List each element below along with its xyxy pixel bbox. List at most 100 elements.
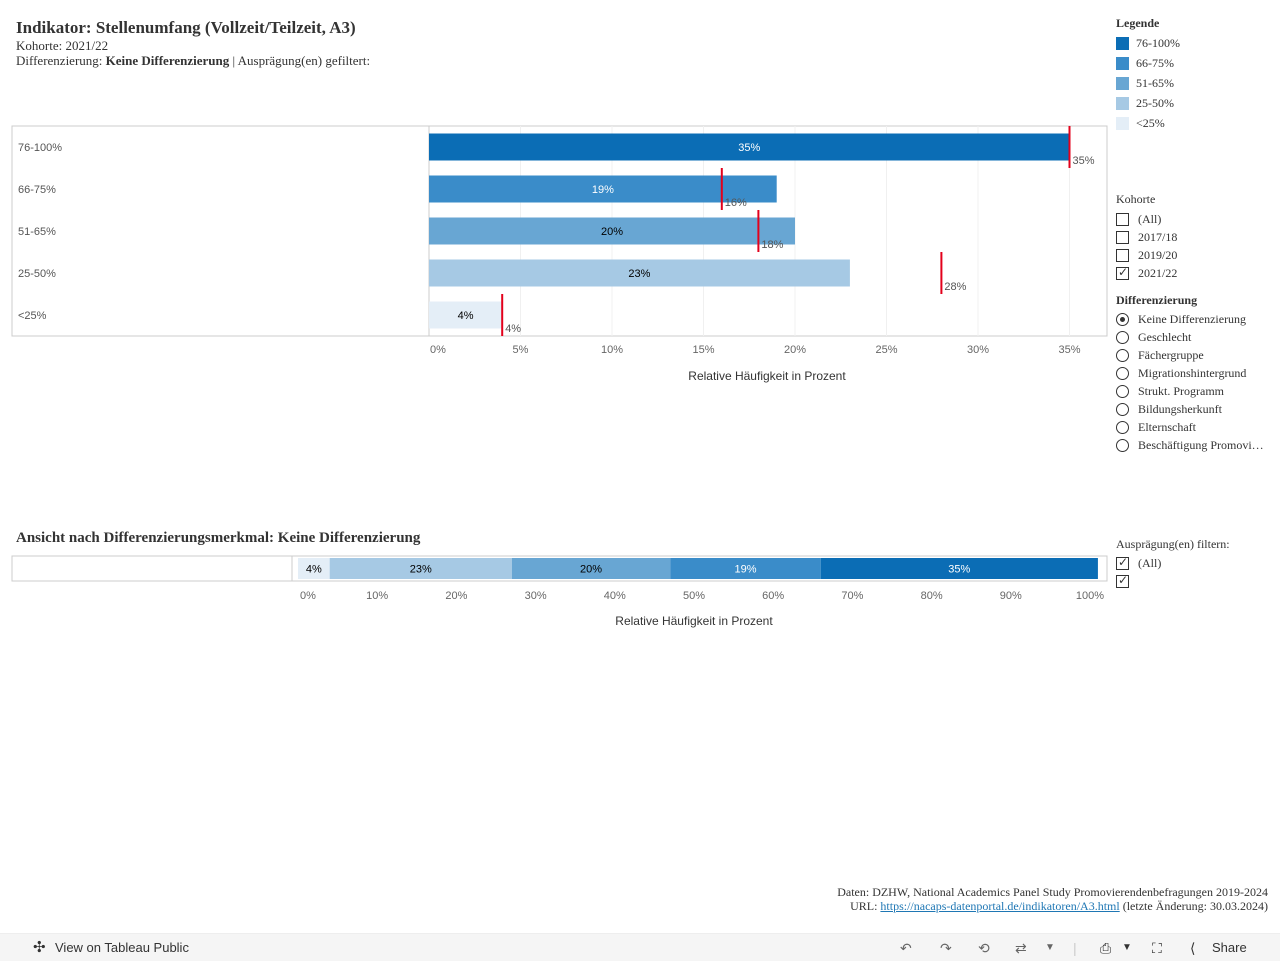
legend-item[interactable]: 66-75%	[1116, 53, 1276, 73]
segment-value-label: 19%	[734, 564, 756, 576]
fullscreen-icon[interactable]: ⛶	[1152, 940, 1162, 956]
share-icon[interactable]: ⟨	[1190, 940, 1196, 956]
checkbox[interactable]	[1116, 573, 1129, 588]
segment-value-label: 20%	[580, 564, 602, 576]
legend-swatch	[1116, 56, 1129, 70]
main-bar-chart[interactable]: 76-100% 35% 35% 66-75% 19% 16% 51-65% 20% 18% 25-…	[0, 110, 1110, 390]
stacked-segment[interactable]	[329, 558, 512, 579]
category-label: 66-75%	[18, 184, 56, 196]
url-line: URL: https://nacaps-datenportal.de/indik…	[850, 899, 1268, 914]
legend-item[interactable]: 51-65%	[1116, 73, 1276, 93]
kohorte-option[interactable]: 2021/22	[1116, 264, 1276, 282]
differenzierung-option[interactable]: Geschlecht	[1116, 328, 1266, 346]
revert-icon[interactable]: ⟲	[978, 940, 990, 956]
checkbox[interactable]	[1116, 212, 1129, 226]
radio-button[interactable]	[1116, 402, 1129, 416]
indicator-link[interactable]: https://nacaps-datenportal.de/indikatore…	[880, 899, 1120, 913]
option-label: 2021/22	[1138, 265, 1178, 280]
kohorte-option[interactable]: 2019/20	[1116, 246, 1276, 264]
x-tick-label: 0%	[430, 344, 446, 356]
x-tick-label: 70%	[841, 590, 863, 602]
radio-button[interactable]	[1116, 384, 1129, 398]
checkbox[interactable]	[1116, 555, 1129, 570]
reference-label: 18%	[761, 239, 783, 251]
bar-value-label: 19%	[592, 184, 614, 196]
differenzierung-option[interactable]: Fächergruppe	[1116, 346, 1266, 364]
stacked-segment[interactable]	[511, 558, 671, 579]
x-tick-label: 15%	[692, 344, 714, 356]
radio-button[interactable]	[1116, 348, 1129, 362]
stacked-segment[interactable]	[820, 558, 1098, 579]
undo-icon[interactable]: ↶	[900, 940, 912, 956]
bar[interactable]	[429, 259, 850, 287]
bar[interactable]	[429, 217, 795, 245]
redo-icon[interactable]: ↷	[940, 940, 952, 956]
x-tick-label: 80%	[921, 590, 943, 602]
differenzierung-subtitle: Differenzierung: Keine Differenzierung |…	[16, 53, 370, 69]
differenzierung-option[interactable]: Bildungsherkunft	[1116, 400, 1266, 418]
auspraegung-option[interactable]: (All)	[1116, 554, 1276, 572]
reference-label: 35%	[1073, 155, 1095, 167]
bar[interactable]	[429, 133, 1070, 161]
option-label: 2019/20	[1138, 247, 1178, 262]
checkbox[interactable]	[1116, 230, 1129, 244]
x-tick-label: 25%	[875, 344, 897, 356]
diff-label: Differenzierung:	[16, 53, 103, 68]
category-label: <25%	[18, 310, 47, 322]
stacked-segment[interactable]	[298, 558, 330, 579]
download-dropdown-icon[interactable]: ▼	[1122, 942, 1132, 953]
x-tick-label: 40%	[604, 590, 626, 602]
legend-label: 51-65%	[1136, 75, 1174, 90]
option-label: Migrationshintergrund	[1138, 365, 1247, 380]
bar[interactable]	[429, 301, 503, 329]
segment-value-label: 35%	[948, 564, 970, 576]
kohorte-option[interactable]: 2017/18	[1116, 228, 1276, 246]
auspraegung-filter: Ausprägung(en) filtern: (All)	[1116, 537, 1276, 590]
kohorte-option[interactable]: (All)	[1116, 210, 1276, 228]
radio-button[interactable]	[1116, 438, 1129, 452]
x-tick-label: 0%	[300, 590, 316, 602]
x-axis-label: Relative Häufigkeit in Prozent	[615, 614, 773, 628]
differenzierung-option[interactable]: Elternschaft	[1116, 418, 1266, 436]
x-tick-label: 30%	[967, 344, 989, 356]
refresh-dropdown-icon[interactable]: ▼	[1045, 942, 1055, 953]
segment-value-label: 4%	[306, 564, 322, 576]
legend-panel: Legende 76-100% 66-75% 51-65% 25-50% <25%	[1116, 16, 1276, 133]
tableau-logo-icon: ✣	[33, 939, 46, 956]
legend-label: 66-75%	[1136, 55, 1174, 70]
bar-value-label: 4%	[458, 310, 474, 322]
differenzierung-filter: Differenzierung Keine Differenzierung Ges…	[1116, 293, 1266, 454]
auspraegung-title: Ausprägung(en) filtern:	[1116, 537, 1230, 551]
refresh-icon[interactable]: ⇄	[1015, 940, 1027, 956]
option-label: (All)	[1138, 555, 1162, 570]
x-tick-label: 5%	[513, 344, 529, 356]
radio-button[interactable]	[1116, 330, 1129, 344]
differenzierung-option[interactable]: Keine Differenzierung	[1116, 310, 1266, 328]
kohorte-filter-title: Kohorte	[1116, 192, 1156, 206]
option-label: Beschäftigung Promovi…	[1138, 437, 1264, 452]
category-label: 51-65%	[18, 226, 56, 238]
category-label: 25-50%	[18, 268, 56, 280]
bar[interactable]	[429, 175, 777, 203]
download-icon[interactable]: ⎙	[1100, 940, 1112, 956]
differenzierung-option[interactable]: Strukt. Programm	[1116, 382, 1266, 400]
kohorte-label: Kohorte:	[16, 38, 63, 53]
differenzierung-option[interactable]: Beschäftigung Promovi…	[1116, 436, 1266, 454]
stacked-segment[interactable]	[670, 558, 821, 579]
radio-button[interactable]	[1116, 420, 1129, 434]
radio-button[interactable]	[1116, 312, 1129, 326]
auspraegung-option[interactable]	[1116, 572, 1276, 590]
differenzierung-option[interactable]: Migrationshintergrund	[1116, 364, 1266, 382]
checkbox[interactable]	[1116, 265, 1129, 280]
legend-item[interactable]: 25-50%	[1116, 93, 1276, 113]
legend-item[interactable]: <25%	[1116, 113, 1276, 133]
stacked-bar-chart[interactable]: 4% 23% 20% 19% 35% 0% 10% 20% 30% 40% 50% 60% 70% 80%…	[0, 550, 1110, 635]
legend-item[interactable]: 76-100%	[1116, 33, 1276, 53]
view-on-tableau-link[interactable]: View on Tableau Public	[55, 940, 189, 955]
legend-swatch	[1116, 36, 1129, 50]
checkbox[interactable]	[1116, 248, 1129, 262]
x-tick-label: 20%	[445, 590, 467, 602]
filter-text: | Ausprägung(en) gefiltert:	[232, 53, 371, 68]
radio-button[interactable]	[1116, 366, 1129, 380]
share-button[interactable]: Share	[1212, 940, 1247, 955]
